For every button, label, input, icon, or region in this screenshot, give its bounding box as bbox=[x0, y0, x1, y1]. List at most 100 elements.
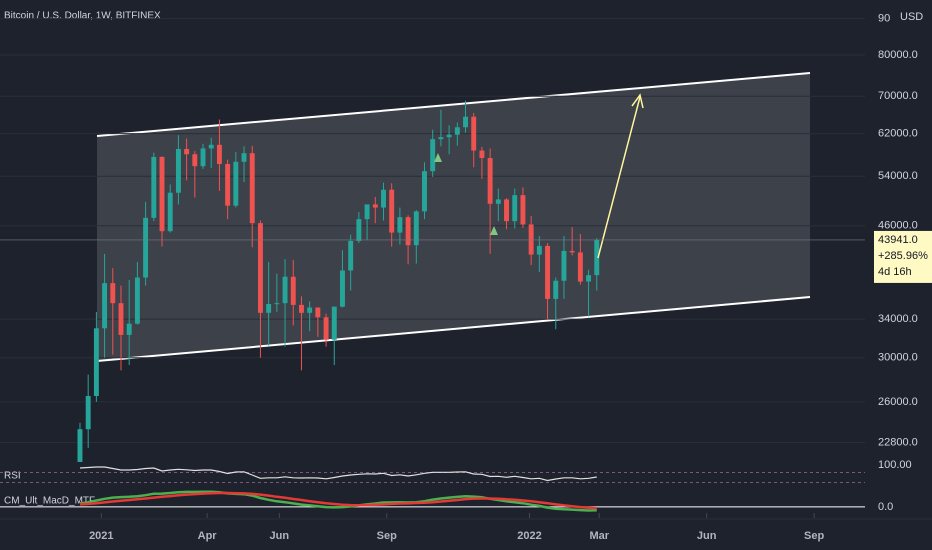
candle-body bbox=[298, 304, 304, 313]
y-tick-label: 30000.0 bbox=[878, 352, 918, 364]
candle-body bbox=[561, 250, 567, 281]
macd-label: CM_Ult_MacD_MTF bbox=[4, 496, 95, 507]
candle-body bbox=[479, 150, 485, 158]
candle-body bbox=[569, 250, 575, 253]
x-tick-label: 2021 bbox=[89, 530, 113, 542]
signal-marker bbox=[434, 153, 442, 162]
arrow-head bbox=[631, 93, 644, 109]
candle-body bbox=[577, 252, 583, 282]
candle-body bbox=[126, 323, 132, 335]
chart-title: Bitcoin / U.S. Dollar, 1W, BITFINEX bbox=[4, 11, 161, 22]
candle-body bbox=[389, 189, 395, 233]
candle-body bbox=[315, 307, 321, 318]
candle-body bbox=[536, 245, 542, 255]
x-tick-label: Sep bbox=[377, 530, 397, 542]
y-tick-label: 34000.0 bbox=[878, 313, 918, 325]
candle-body bbox=[175, 148, 181, 193]
candle-body bbox=[143, 217, 149, 278]
candle-body bbox=[118, 303, 124, 335]
projection-arrow bbox=[597, 96, 641, 259]
x-tick-label: Apr bbox=[198, 530, 218, 542]
candle-body bbox=[77, 429, 83, 462]
candle-body bbox=[528, 224, 534, 255]
candle-body bbox=[586, 275, 592, 282]
macd-tick-label: 0.0 bbox=[878, 501, 893, 513]
candle-body bbox=[290, 276, 296, 305]
x-tick-label: Jun bbox=[697, 530, 717, 542]
price-box bbox=[874, 230, 932, 283]
candle-body bbox=[512, 195, 518, 222]
price-label: 43941.0 bbox=[878, 234, 918, 246]
x-tick-label: 2022 bbox=[517, 530, 541, 542]
candle-body bbox=[225, 163, 231, 206]
currency-label: USD bbox=[900, 11, 923, 23]
candle-body bbox=[159, 156, 165, 232]
y-tick-label: 90 bbox=[878, 13, 890, 25]
candle-body bbox=[151, 156, 157, 218]
candle-body bbox=[257, 223, 263, 313]
candle-body bbox=[372, 204, 378, 208]
candle-body bbox=[504, 199, 509, 222]
candle-body bbox=[454, 127, 460, 135]
x-tick-label: Jun bbox=[270, 530, 290, 542]
candle-body bbox=[93, 328, 99, 397]
candle-body bbox=[184, 148, 190, 155]
candle-body bbox=[307, 307, 313, 313]
rsi-line bbox=[79, 466, 597, 482]
candle-body bbox=[594, 239, 600, 276]
candle-body bbox=[85, 396, 91, 430]
channel-fill bbox=[97, 73, 810, 361]
candle-body bbox=[233, 161, 239, 206]
candle-body bbox=[216, 144, 222, 164]
change-label: +285.96% bbox=[878, 250, 928, 262]
candle-body bbox=[208, 144, 214, 149]
candle-body bbox=[422, 171, 427, 212]
candle-body bbox=[200, 148, 206, 167]
macd-line bbox=[79, 491, 597, 510]
candle-body bbox=[167, 192, 173, 232]
signal-marker bbox=[490, 226, 498, 235]
candle-body bbox=[340, 270, 345, 307]
y-tick-label: 26000.0 bbox=[878, 396, 918, 408]
candle-body bbox=[241, 153, 247, 162]
candle-body bbox=[331, 306, 337, 340]
channel-upper bbox=[96, 72, 811, 137]
candle-body bbox=[192, 154, 198, 167]
candle-body bbox=[274, 303, 280, 305]
rsi-tick-label: 100.00 bbox=[878, 459, 912, 471]
candle-body bbox=[356, 219, 362, 241]
candle-body bbox=[397, 217, 403, 233]
candle-body bbox=[438, 137, 444, 140]
candle-body bbox=[487, 157, 493, 204]
candle-body bbox=[471, 116, 477, 151]
rsi-label: RSI bbox=[4, 471, 21, 482]
y-tick-label: 54000.0 bbox=[878, 170, 918, 182]
candle-body bbox=[266, 304, 272, 313]
x-tick-label: Mar bbox=[589, 530, 609, 542]
candle-body bbox=[430, 139, 436, 172]
candle-body bbox=[134, 277, 140, 324]
candle-body bbox=[446, 134, 452, 138]
candle-body bbox=[102, 283, 108, 329]
y-tick-label: 62000.0 bbox=[878, 128, 918, 140]
y-tick-label: 80000.0 bbox=[878, 49, 918, 61]
x-tick-label: Sep bbox=[804, 530, 824, 542]
candle-body bbox=[249, 153, 255, 224]
countdown-label: 4d 16h bbox=[878, 266, 912, 278]
candle-body bbox=[545, 245, 551, 299]
candle-body bbox=[348, 240, 354, 271]
candle-body bbox=[110, 283, 116, 304]
candle-body bbox=[405, 217, 411, 246]
y-tick-label: 22800.0 bbox=[878, 436, 918, 448]
candle-body bbox=[282, 276, 288, 304]
macd-line bbox=[79, 490, 597, 512]
y-tick-label: 46000.0 bbox=[878, 220, 918, 232]
candle-body bbox=[553, 280, 559, 299]
candle-body bbox=[323, 317, 329, 340]
candle-body bbox=[520, 195, 526, 225]
channel-lower bbox=[96, 296, 811, 362]
candle-body bbox=[495, 199, 501, 204]
candle-body bbox=[381, 189, 386, 208]
candle-body bbox=[364, 204, 370, 220]
